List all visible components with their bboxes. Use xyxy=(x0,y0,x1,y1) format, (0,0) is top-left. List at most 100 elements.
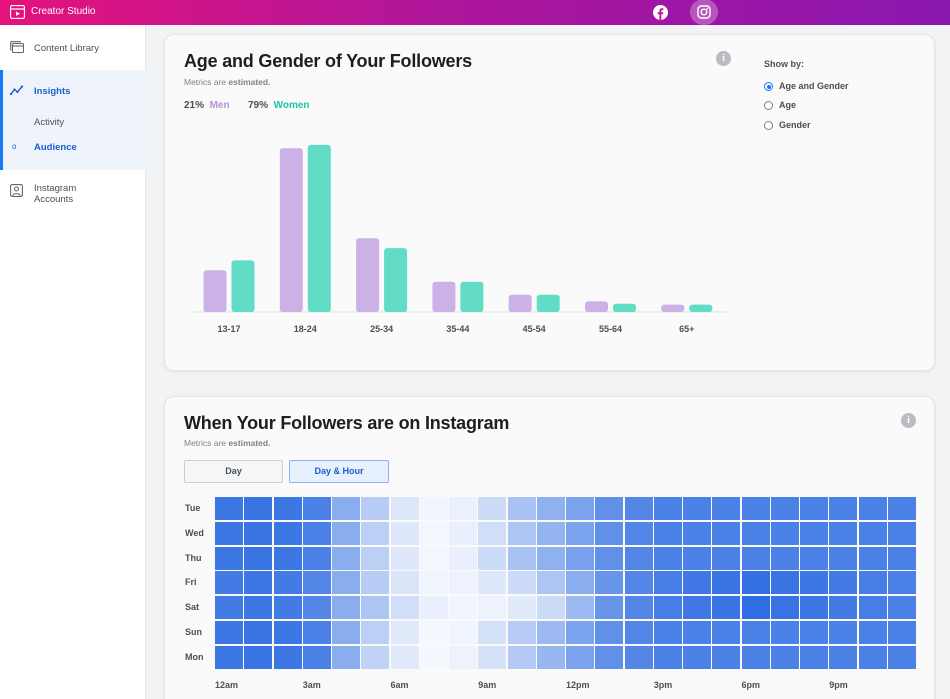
heatmap-cell[interactable] xyxy=(390,521,419,545)
radio-button[interactable] xyxy=(764,101,773,110)
heatmap-cell[interactable] xyxy=(536,546,565,570)
bar-men-25-34[interactable] xyxy=(356,238,380,312)
heatmap-cell[interactable] xyxy=(858,546,887,570)
heatmap-cell[interactable] xyxy=(653,521,682,545)
heatmap-cell[interactable] xyxy=(215,621,243,644)
heatmap-cell[interactable] xyxy=(712,571,741,595)
heatmap-cell[interactable] xyxy=(566,546,594,570)
bar-women-25-34[interactable] xyxy=(384,248,408,312)
heatmap-cell[interactable] xyxy=(741,546,770,570)
heatmap-cell[interactable] xyxy=(595,521,624,545)
heatmap-cell[interactable] xyxy=(712,596,741,620)
heatmap-cell[interactable] xyxy=(332,546,360,570)
heatmap-cell[interactable] xyxy=(683,596,711,620)
heatmap-cell[interactable] xyxy=(829,621,858,644)
heatmap-cell[interactable] xyxy=(566,521,594,545)
heatmap-cell[interactable] xyxy=(829,521,858,545)
bar-men-35-44[interactable] xyxy=(432,281,456,312)
heatmap-cell[interactable] xyxy=(273,596,302,620)
bar-women-18-24[interactable] xyxy=(307,144,331,312)
heatmap-cell[interactable] xyxy=(244,621,273,644)
heatmap-cell[interactable] xyxy=(449,497,477,520)
heatmap-cell[interactable] xyxy=(653,621,682,644)
heatmap-cell[interactable] xyxy=(887,645,916,669)
heatmap-cell[interactable] xyxy=(829,571,858,595)
heatmap-cell[interactable] xyxy=(683,645,711,669)
sidebar-item-audience[interactable]: o Audience xyxy=(0,140,146,154)
heatmap-cell[interactable] xyxy=(478,571,507,595)
heatmap-cell[interactable] xyxy=(478,645,507,669)
heatmap-cell[interactable] xyxy=(419,521,448,545)
heatmap-cell[interactable] xyxy=(887,497,916,520)
heatmap-cell[interactable] xyxy=(566,497,594,520)
bar-women-55-64[interactable] xyxy=(613,303,636,312)
heatmap-cell[interactable] xyxy=(390,546,419,570)
heatmap-cell[interactable] xyxy=(449,645,477,669)
bar-women-65+[interactable] xyxy=(689,304,713,312)
heatmap-cell[interactable] xyxy=(390,596,419,620)
bar-women-13-17[interactable] xyxy=(231,260,255,312)
facebook-icon[interactable] xyxy=(652,4,669,21)
heatmap-cell[interactable] xyxy=(536,571,565,595)
heatmap-cell[interactable] xyxy=(566,571,594,595)
heatmap-cell[interactable] xyxy=(858,596,887,620)
heatmap-cell[interactable] xyxy=(361,596,390,620)
heatmap-cell[interactable] xyxy=(302,546,331,570)
heatmap-cell[interactable] xyxy=(741,621,770,644)
heatmap-cell[interactable] xyxy=(770,596,799,620)
heatmap-cell[interactable] xyxy=(507,571,536,595)
sidebar-item-activity[interactable]: Activity xyxy=(0,115,146,129)
heatmap-cell[interactable] xyxy=(536,596,565,620)
heatmap-cell[interactable] xyxy=(829,596,858,620)
heatmap-cell[interactable] xyxy=(244,497,273,520)
heatmap-cell[interactable] xyxy=(595,497,624,520)
heatmap-cell[interactable] xyxy=(595,621,624,644)
heatmap-cell[interactable] xyxy=(419,596,448,620)
heatmap-cell[interactable] xyxy=(712,645,741,669)
heatmap-cell[interactable] xyxy=(683,497,711,520)
heatmap-cell[interactable] xyxy=(741,571,770,595)
heatmap-cell[interactable] xyxy=(653,645,682,669)
heatmap-cell[interactable] xyxy=(858,621,887,644)
heatmap-cell[interactable] xyxy=(361,645,390,669)
heatmap-cell[interactable] xyxy=(419,621,448,644)
heatmap-cell[interactable] xyxy=(858,645,887,669)
heatmap-cell[interactable] xyxy=(683,571,711,595)
heatmap-cell[interactable] xyxy=(829,645,858,669)
heatmap-cell[interactable] xyxy=(566,621,594,644)
heatmap-cell[interactable] xyxy=(800,596,828,620)
heatmap-cell[interactable] xyxy=(887,521,916,545)
heatmap-cell[interactable] xyxy=(507,497,536,520)
heatmap-cell[interactable] xyxy=(215,546,243,570)
heatmap-cell[interactable] xyxy=(624,621,653,644)
heatmap-cell[interactable] xyxy=(712,497,741,520)
heatmap-cell[interactable] xyxy=(419,546,448,570)
info-icon[interactable]: i xyxy=(901,413,916,428)
heatmap-cell[interactable] xyxy=(244,546,273,570)
heatmap-cell[interactable] xyxy=(361,571,390,595)
sidebar-item-instagram-accounts[interactable]: Instagram Accounts xyxy=(0,182,146,206)
heatmap-cell[interactable] xyxy=(800,497,828,520)
heatmap-cell[interactable] xyxy=(770,546,799,570)
heatmap-cell[interactable] xyxy=(215,497,243,520)
bar-women-35-44[interactable] xyxy=(460,281,484,312)
heatmap-cell[interactable] xyxy=(770,621,799,644)
heatmap-cell[interactable] xyxy=(741,497,770,520)
heatmap-cell[interactable] xyxy=(712,521,741,545)
heatmap-cell[interactable] xyxy=(449,621,477,644)
heatmap-cell[interactable] xyxy=(419,497,448,520)
bar-men-55-64[interactable] xyxy=(585,301,608,312)
heatmap-cell[interactable] xyxy=(770,645,799,669)
heatmap-cell[interactable] xyxy=(595,571,624,595)
heatmap-cell[interactable] xyxy=(800,521,828,545)
heatmap-cell[interactable] xyxy=(536,497,565,520)
heatmap-cell[interactable] xyxy=(507,546,536,570)
heatmap-cell[interactable] xyxy=(624,645,653,669)
heatmap-cell[interactable] xyxy=(478,497,507,520)
radio-button[interactable] xyxy=(764,82,773,91)
heatmap-cell[interactable] xyxy=(858,521,887,545)
heatmap-cell[interactable] xyxy=(332,521,360,545)
heatmap-cell[interactable] xyxy=(595,546,624,570)
heatmap-cell[interactable] xyxy=(741,521,770,545)
heatmap-cell[interactable] xyxy=(449,596,477,620)
